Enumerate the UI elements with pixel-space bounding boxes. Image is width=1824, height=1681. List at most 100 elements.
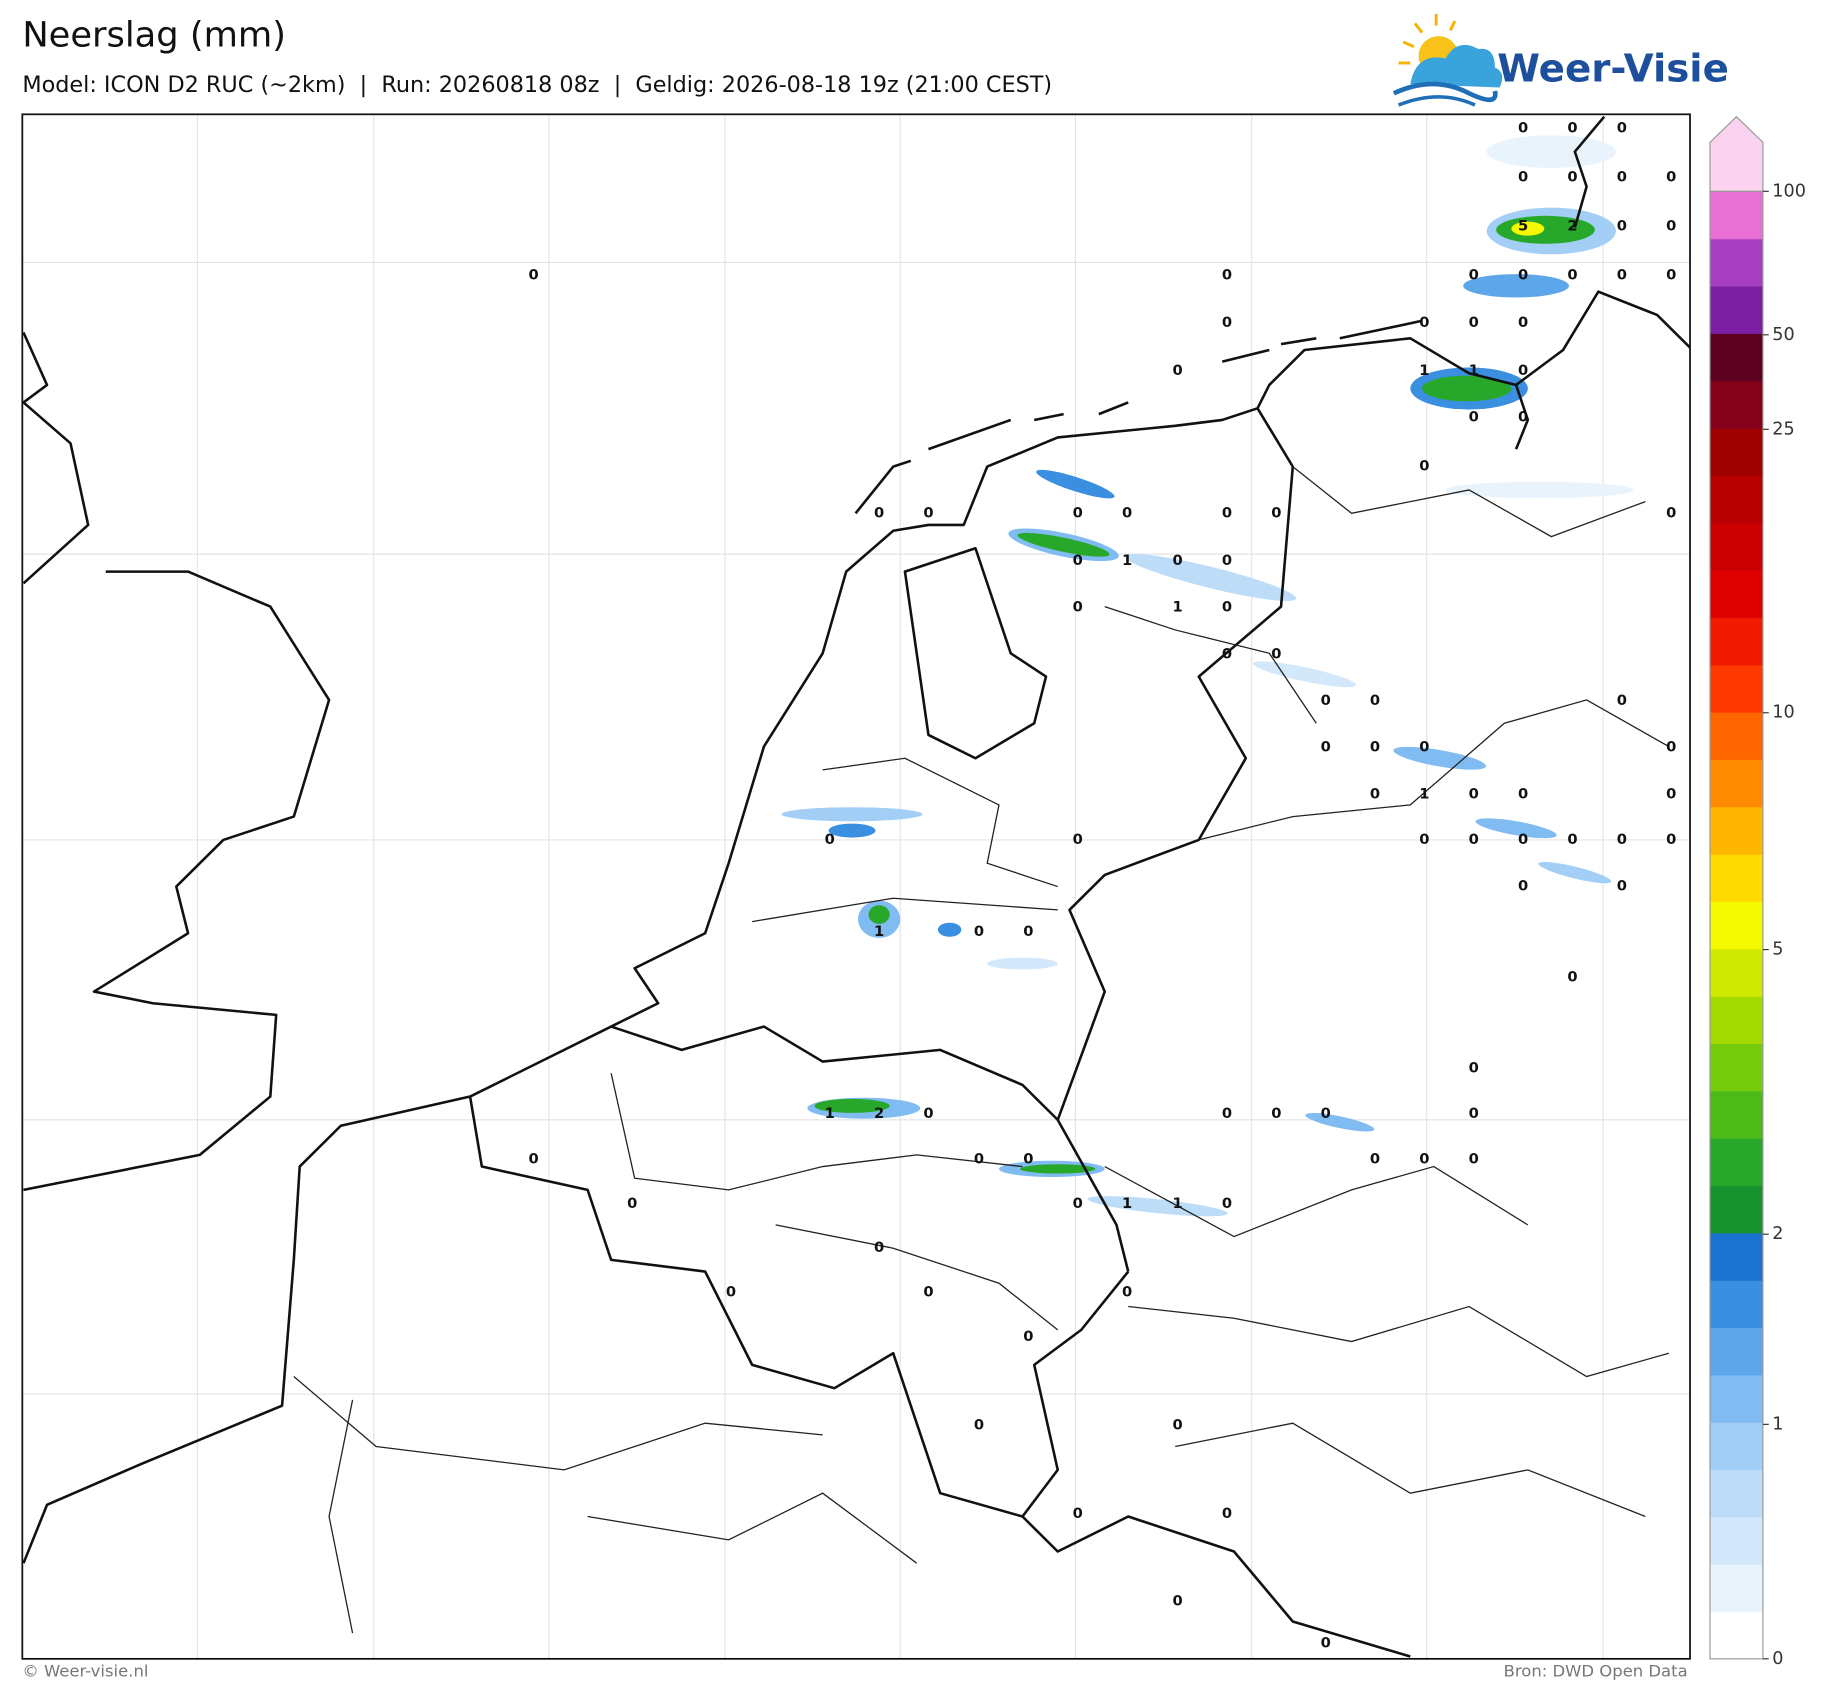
- precip-area: [987, 957, 1058, 970]
- point-value: 0: [1518, 362, 1528, 379]
- point-value: 0: [1172, 552, 1182, 569]
- colorbar-bin: [1710, 1564, 1763, 1613]
- precip-area: [1087, 1196, 1228, 1217]
- colorbar-tick-label: 10: [1772, 703, 1794, 723]
- point-value: 1: [1419, 362, 1429, 379]
- precip-area: [1422, 375, 1512, 402]
- colorbar-bin: [1710, 901, 1763, 950]
- point-value: 0: [1222, 314, 1232, 331]
- point-value: 0: [1222, 266, 1232, 283]
- coastline: [22, 331, 331, 1192]
- coastline: [1515, 115, 1691, 386]
- colorbar-bin: [1710, 1043, 1763, 1092]
- point-value: 0: [1172, 362, 1182, 379]
- point-value: 0: [1666, 785, 1676, 802]
- point-value: 0: [1419, 739, 1429, 756]
- colorbar-bin: [1710, 759, 1763, 808]
- point-value: 0: [1469, 785, 1479, 802]
- precip-area: [1475, 818, 1557, 839]
- colorbar-bin: [1710, 570, 1763, 618]
- point-value: 0: [1617, 831, 1627, 848]
- point-value: 0: [1419, 1151, 1429, 1168]
- point-value: 0: [1271, 645, 1281, 662]
- point-value: 0: [1567, 831, 1577, 848]
- point-value: 1: [874, 923, 884, 940]
- colorbar-bin: [1710, 1374, 1763, 1423]
- point-value: 0: [1518, 314, 1528, 331]
- point-value: 0: [1617, 692, 1627, 709]
- point-value: 0: [825, 831, 835, 848]
- point-value: 0: [1419, 831, 1429, 848]
- point-value: 0: [528, 266, 538, 283]
- colorbar-bin: [1710, 1138, 1763, 1187]
- point-value: 0: [1567, 266, 1577, 283]
- point-value: 0: [627, 1195, 637, 1212]
- point-value: 0: [1518, 266, 1528, 283]
- title: Neerslag (mm): [22, 15, 286, 56]
- point-value: 2: [1567, 217, 1577, 234]
- point-value: 1: [1172, 599, 1182, 616]
- coastlines: [22, 115, 1691, 1564]
- logo: Weer-Visie: [1392, 13, 1729, 107]
- point-value: 0: [923, 1284, 933, 1301]
- point-value: 0: [1666, 168, 1676, 185]
- region-border: [293, 466, 1670, 1634]
- point-value: 1: [1419, 785, 1429, 802]
- colorbar-bin: [1710, 806, 1763, 855]
- map-frame: [21, 113, 1691, 1660]
- logo-cloud: [1410, 44, 1503, 88]
- point-value: 0: [1469, 409, 1479, 426]
- point-labels: 0 0 0 0 0 0 0 5 2 0 0 0 0 0 0 0 0 0 0 0 0 0 0 1 1 0 0 0 0 0 0 0 0 0 0 0 0 1 0 0…: [528, 119, 1676, 1651]
- point-value: 1: [1122, 1195, 1132, 1212]
- precip-area: [1020, 1164, 1096, 1174]
- precip-area: [1305, 1112, 1375, 1132]
- point-value: 0: [1469, 1105, 1479, 1122]
- point-value: 0: [1518, 831, 1528, 848]
- colorbar-bin: [1710, 191, 1763, 240]
- point-value: 0: [1617, 168, 1627, 185]
- colorbar-tick-label: 100: [1772, 181, 1806, 201]
- point-value: 0: [1518, 119, 1528, 136]
- point-value: 0: [1370, 692, 1380, 709]
- precipitation: [781, 135, 1634, 1217]
- precip-area: [814, 1098, 890, 1113]
- borders: [293, 407, 1670, 1658]
- island: [854, 319, 1423, 515]
- point-value: 0: [1222, 1105, 1232, 1122]
- point-value: 0: [1073, 1505, 1083, 1522]
- point-value: 0: [1469, 266, 1479, 283]
- point-value: 0: [1321, 1635, 1331, 1652]
- colorbar-bin: [1710, 522, 1763, 571]
- logo-text: Weer-Visie: [1497, 47, 1729, 92]
- coastline: [22, 337, 1530, 1564]
- point-value: 0: [1172, 1417, 1182, 1434]
- precip-area: [1124, 553, 1297, 601]
- point-value: 1: [1172, 1195, 1182, 1212]
- colorbar-tick-label: 50: [1772, 325, 1794, 345]
- lake: [903, 546, 1048, 760]
- precip-area: [1486, 135, 1616, 168]
- point-value: 0: [726, 1284, 736, 1301]
- point-value: 0: [1567, 119, 1577, 136]
- precip-area: [1036, 469, 1115, 499]
- colorbar-bin: [1710, 1090, 1763, 1139]
- colorbar-bin: [1710, 1611, 1763, 1660]
- colorbar-bin: [1710, 1469, 1763, 1518]
- point-value: 0: [1023, 1328, 1033, 1345]
- point-value: 0: [974, 1417, 984, 1434]
- point-value: 0: [1370, 785, 1380, 802]
- colorbar-bin: [1710, 1516, 1763, 1565]
- point-value: 0: [1073, 831, 1083, 848]
- point-value: 1: [1122, 552, 1132, 569]
- logo-wave: [1392, 81, 1498, 103]
- point-value: 0: [1370, 739, 1380, 756]
- point-value: 0: [1222, 645, 1232, 662]
- point-value: 0: [1222, 552, 1232, 569]
- point-value: 0: [1222, 1505, 1232, 1522]
- source: Bron: DWD Open Data: [1504, 1661, 1688, 1680]
- precip-area: [1017, 532, 1110, 557]
- point-value: 0: [1172, 1593, 1182, 1610]
- point-value: 0: [1469, 1060, 1479, 1077]
- point-value: 0: [1518, 878, 1528, 895]
